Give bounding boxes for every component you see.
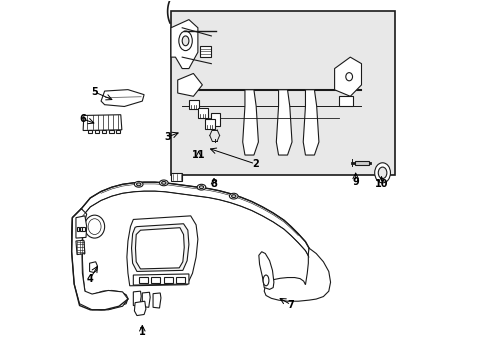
Bar (77, 227, 79, 231)
Text: 10: 10 (374, 179, 387, 189)
Bar (171, 173, 182, 181)
Ellipse shape (159, 180, 168, 186)
Polygon shape (76, 216, 86, 238)
Polygon shape (72, 209, 128, 310)
Polygon shape (101, 90, 144, 107)
Text: 3: 3 (163, 132, 170, 142)
Polygon shape (142, 292, 150, 307)
Polygon shape (126, 216, 198, 286)
Ellipse shape (199, 186, 203, 189)
Bar (200, 46, 211, 57)
Polygon shape (131, 224, 188, 271)
Bar (176, 277, 185, 283)
Polygon shape (258, 252, 273, 289)
Ellipse shape (229, 193, 238, 199)
Polygon shape (177, 73, 202, 96)
Polygon shape (135, 228, 184, 269)
Bar (82, 227, 84, 231)
Text: 6: 6 (80, 114, 86, 124)
Ellipse shape (136, 183, 141, 186)
Ellipse shape (263, 275, 268, 286)
Bar (139, 277, 147, 283)
Polygon shape (89, 262, 97, 273)
Bar (204, 119, 214, 129)
Bar (338, 96, 352, 106)
Ellipse shape (182, 36, 188, 46)
Ellipse shape (378, 167, 386, 179)
Polygon shape (334, 57, 361, 96)
Bar (109, 130, 113, 134)
Polygon shape (133, 274, 188, 285)
Polygon shape (171, 19, 198, 68)
Ellipse shape (345, 73, 352, 81)
Polygon shape (76, 240, 85, 255)
Bar (95, 130, 99, 134)
Ellipse shape (231, 195, 235, 198)
Ellipse shape (162, 181, 165, 184)
Polygon shape (303, 90, 318, 155)
Bar (163, 277, 172, 283)
Text: 11: 11 (191, 150, 205, 160)
Polygon shape (133, 291, 141, 306)
Bar (198, 108, 207, 117)
Ellipse shape (134, 181, 142, 187)
Bar (80, 227, 81, 231)
Bar (102, 130, 106, 134)
Bar (88, 130, 92, 134)
Polygon shape (242, 90, 258, 155)
Bar (151, 277, 160, 283)
Bar (354, 161, 368, 165)
Polygon shape (264, 248, 330, 301)
Polygon shape (72, 209, 128, 310)
Text: 4: 4 (87, 274, 94, 284)
Ellipse shape (84, 215, 104, 238)
Ellipse shape (374, 163, 389, 183)
Text: 2: 2 (251, 159, 258, 169)
Text: 5: 5 (91, 87, 98, 97)
Polygon shape (81, 182, 308, 257)
Text: 9: 9 (351, 177, 358, 187)
Ellipse shape (88, 219, 101, 234)
Text: 1: 1 (139, 327, 145, 337)
Polygon shape (134, 301, 145, 316)
Text: 8: 8 (210, 179, 217, 189)
Bar (188, 100, 199, 109)
Bar (171, 12, 394, 175)
Bar (211, 113, 220, 126)
Ellipse shape (197, 184, 205, 190)
Polygon shape (276, 90, 291, 155)
Polygon shape (83, 115, 122, 131)
Polygon shape (153, 293, 161, 308)
Text: 7: 7 (287, 300, 294, 310)
Bar (116, 130, 120, 134)
Ellipse shape (179, 31, 192, 51)
